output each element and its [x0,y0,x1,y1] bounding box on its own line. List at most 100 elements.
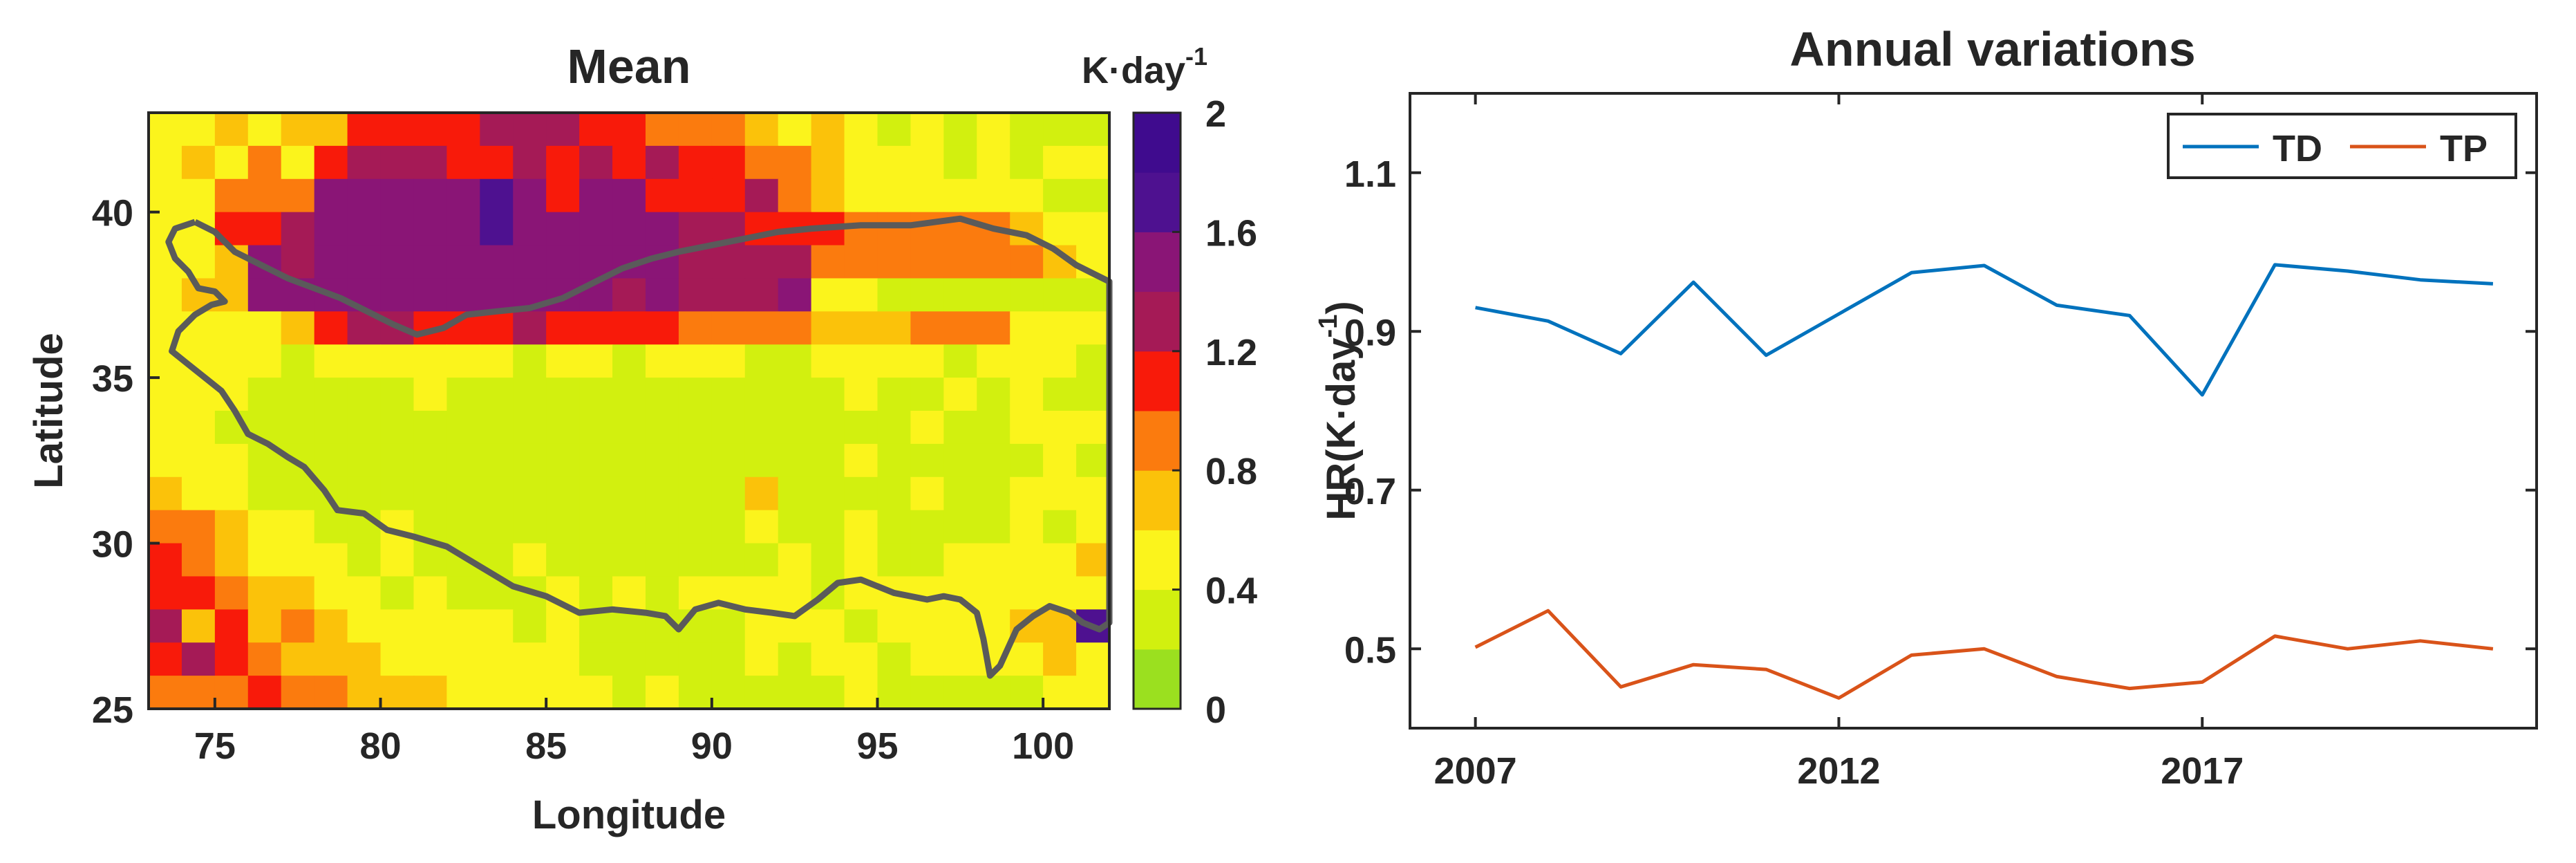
colorbar-segment [1134,530,1181,591]
map-cell [181,476,216,511]
map-cell [910,212,944,246]
map-cell [778,145,812,180]
map-cell [811,476,845,511]
map-cell [744,411,779,445]
map-cell [247,576,282,610]
map-cell [413,642,447,676]
line-legend: TD TP [2167,113,2517,179]
map-cell [678,476,713,511]
map-cell [513,344,547,378]
map-cell [314,676,348,709]
line-x-tick-label: 2017 [2161,750,2244,792]
map-cell [347,378,382,411]
map-cell [281,609,315,643]
map-cell [247,145,282,180]
map-cell [1043,378,1077,411]
map-cell [314,145,348,180]
map-cell [247,178,282,213]
map-cell [214,642,249,676]
map-cell [778,278,812,312]
map-cell [480,145,514,180]
map-cell [281,212,315,246]
map-cell [579,311,613,345]
map-cell [347,543,382,577]
map-cell [1010,443,1044,478]
map-cell [1076,543,1110,577]
map-cell [579,576,613,610]
colorbar-segment [1134,172,1181,232]
map-cell [678,311,713,345]
map-cell [910,642,944,676]
map-cell [413,676,447,709]
map-cell [314,378,348,411]
map-cell [977,576,1010,610]
map-cell [546,642,580,676]
map-cell [943,145,977,180]
map-cell [281,145,315,180]
map-cell [347,676,382,709]
map-cell [778,113,812,147]
map-cell [347,245,382,279]
map-cell [943,311,977,345]
map-cell [910,245,944,279]
map-cell [1076,378,1110,411]
map-cell [645,476,679,511]
map-cell [943,344,977,378]
map-cell [347,642,382,676]
map-cell [579,676,613,709]
map-cell [844,378,878,411]
annual-variations-panel: Annual variations 0.50.70.91.1 2007 2012 2… [1314,22,2538,792]
map-cell [910,178,944,213]
map-cell [977,178,1010,213]
map-cell [314,344,348,378]
map-cell [546,311,580,345]
map-cell [943,411,977,445]
map-cell [612,543,646,577]
map-cell [314,178,348,213]
map-cell [347,609,382,643]
colorbar-tick-label: 2 [1205,93,1226,135]
line-chart-title: Annual variations [1789,22,2195,76]
map-cell [910,543,944,577]
map-cell [281,178,315,213]
colorbar-unit-exponent: -1 [1185,42,1207,71]
line-y-tick-label: 0.5 [1344,629,1396,671]
map-cell [214,113,249,147]
map-cell [811,178,845,213]
map-cell [811,311,845,345]
map-cell [513,212,547,246]
map-cell [149,642,182,676]
map-cell [579,642,613,676]
map-y-tick-label: 35 [92,358,133,400]
map-cell [380,145,415,180]
map-cell [513,245,547,279]
map-cell [645,576,679,610]
map-cell [844,510,878,544]
map-cell [480,113,514,147]
line-y-tick-label: 0.9 [1344,312,1396,353]
map-cell [1043,145,1077,180]
map-cell [811,609,845,643]
map-cell [1043,178,1077,213]
map-x-tick-label: 100 [1012,725,1074,767]
map-cell [612,212,646,246]
map-cell [380,609,415,643]
map-cell [314,212,348,246]
map-cell [314,411,348,445]
map-y-ticks: 25 30 35 40 [92,193,160,731]
line-x-ticks: 2007 2012 2017 [1434,93,2244,792]
colorbar-segment [1134,232,1181,293]
colorbar-segment [1134,649,1181,709]
map-cell [744,245,779,279]
map-cell [977,145,1010,180]
map-cell [645,145,679,180]
colorbar-segment [1134,291,1181,352]
map-cell [413,476,447,511]
line-y-ticks: 0.5 0.7 0.9 1.1 [1344,154,2537,671]
map-cell [678,378,713,411]
line-x-tick-label: 2012 [1797,750,1880,792]
map-cell [1076,344,1110,378]
map-cell [977,476,1010,511]
map-cell [1010,676,1044,709]
map-cell [513,113,547,147]
